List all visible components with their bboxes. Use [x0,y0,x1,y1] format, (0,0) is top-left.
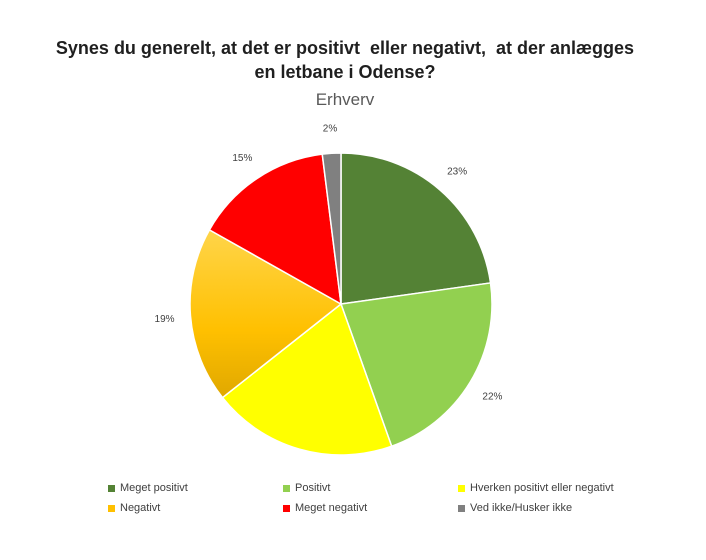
pie-slice-negativt [189,228,343,399]
pie-chart: 23%22%20%19%15%2% [155,123,503,456]
pie-slice-hverken-positivt-eller-negativt [221,302,393,456]
data-label: 15% [232,153,252,164]
legend-label: Ved ikke/Husker ikke [470,502,573,514]
data-label: 2% [323,123,338,134]
legend-item: Ved ikke/Husker ikke [458,502,668,514]
pie-slice-positivt [339,282,493,448]
legend-label: Meget negativt [295,502,368,514]
legend-swatch [458,484,465,492]
data-label: 23% [447,166,467,177]
legend-label: Meget positivt [120,482,188,494]
pie-slice-meget-negativt [208,153,342,306]
legend-swatch [108,504,115,512]
chart-title: Synes du generelt, at det er positivt el… [0,36,690,84]
pie-slice-ved-ikke-husker-ikke [321,152,342,305]
legend-item: Meget negativt [283,502,458,514]
legend-item: Hverken positivt eller negativt [458,482,668,494]
chart-title-line2: en letbane i Odense? [254,62,436,82]
legend-label: Hverken positivt eller negativt [470,482,614,494]
chart-subtitle: Erhverv [315,90,375,109]
legend-item: Meget positivt [108,482,283,494]
legend-label: Positivt [295,482,331,494]
data-label: 22% [482,392,502,403]
legend-swatch [108,484,115,492]
legend-swatch [283,484,290,492]
legend-item: Positivt [283,482,458,494]
legend-item: Negativt [108,502,283,514]
chart-title-line1: Synes du generelt, at det er positivt el… [55,38,635,58]
legend-swatch [283,504,290,512]
pie-slice-meget-positivt [340,152,492,305]
legend: Meget positivt Positivt Hverken positivt e… [108,482,668,514]
data-label: 19% [155,314,175,325]
legend-label: Negativt [120,502,161,514]
legend-swatch [458,504,465,512]
